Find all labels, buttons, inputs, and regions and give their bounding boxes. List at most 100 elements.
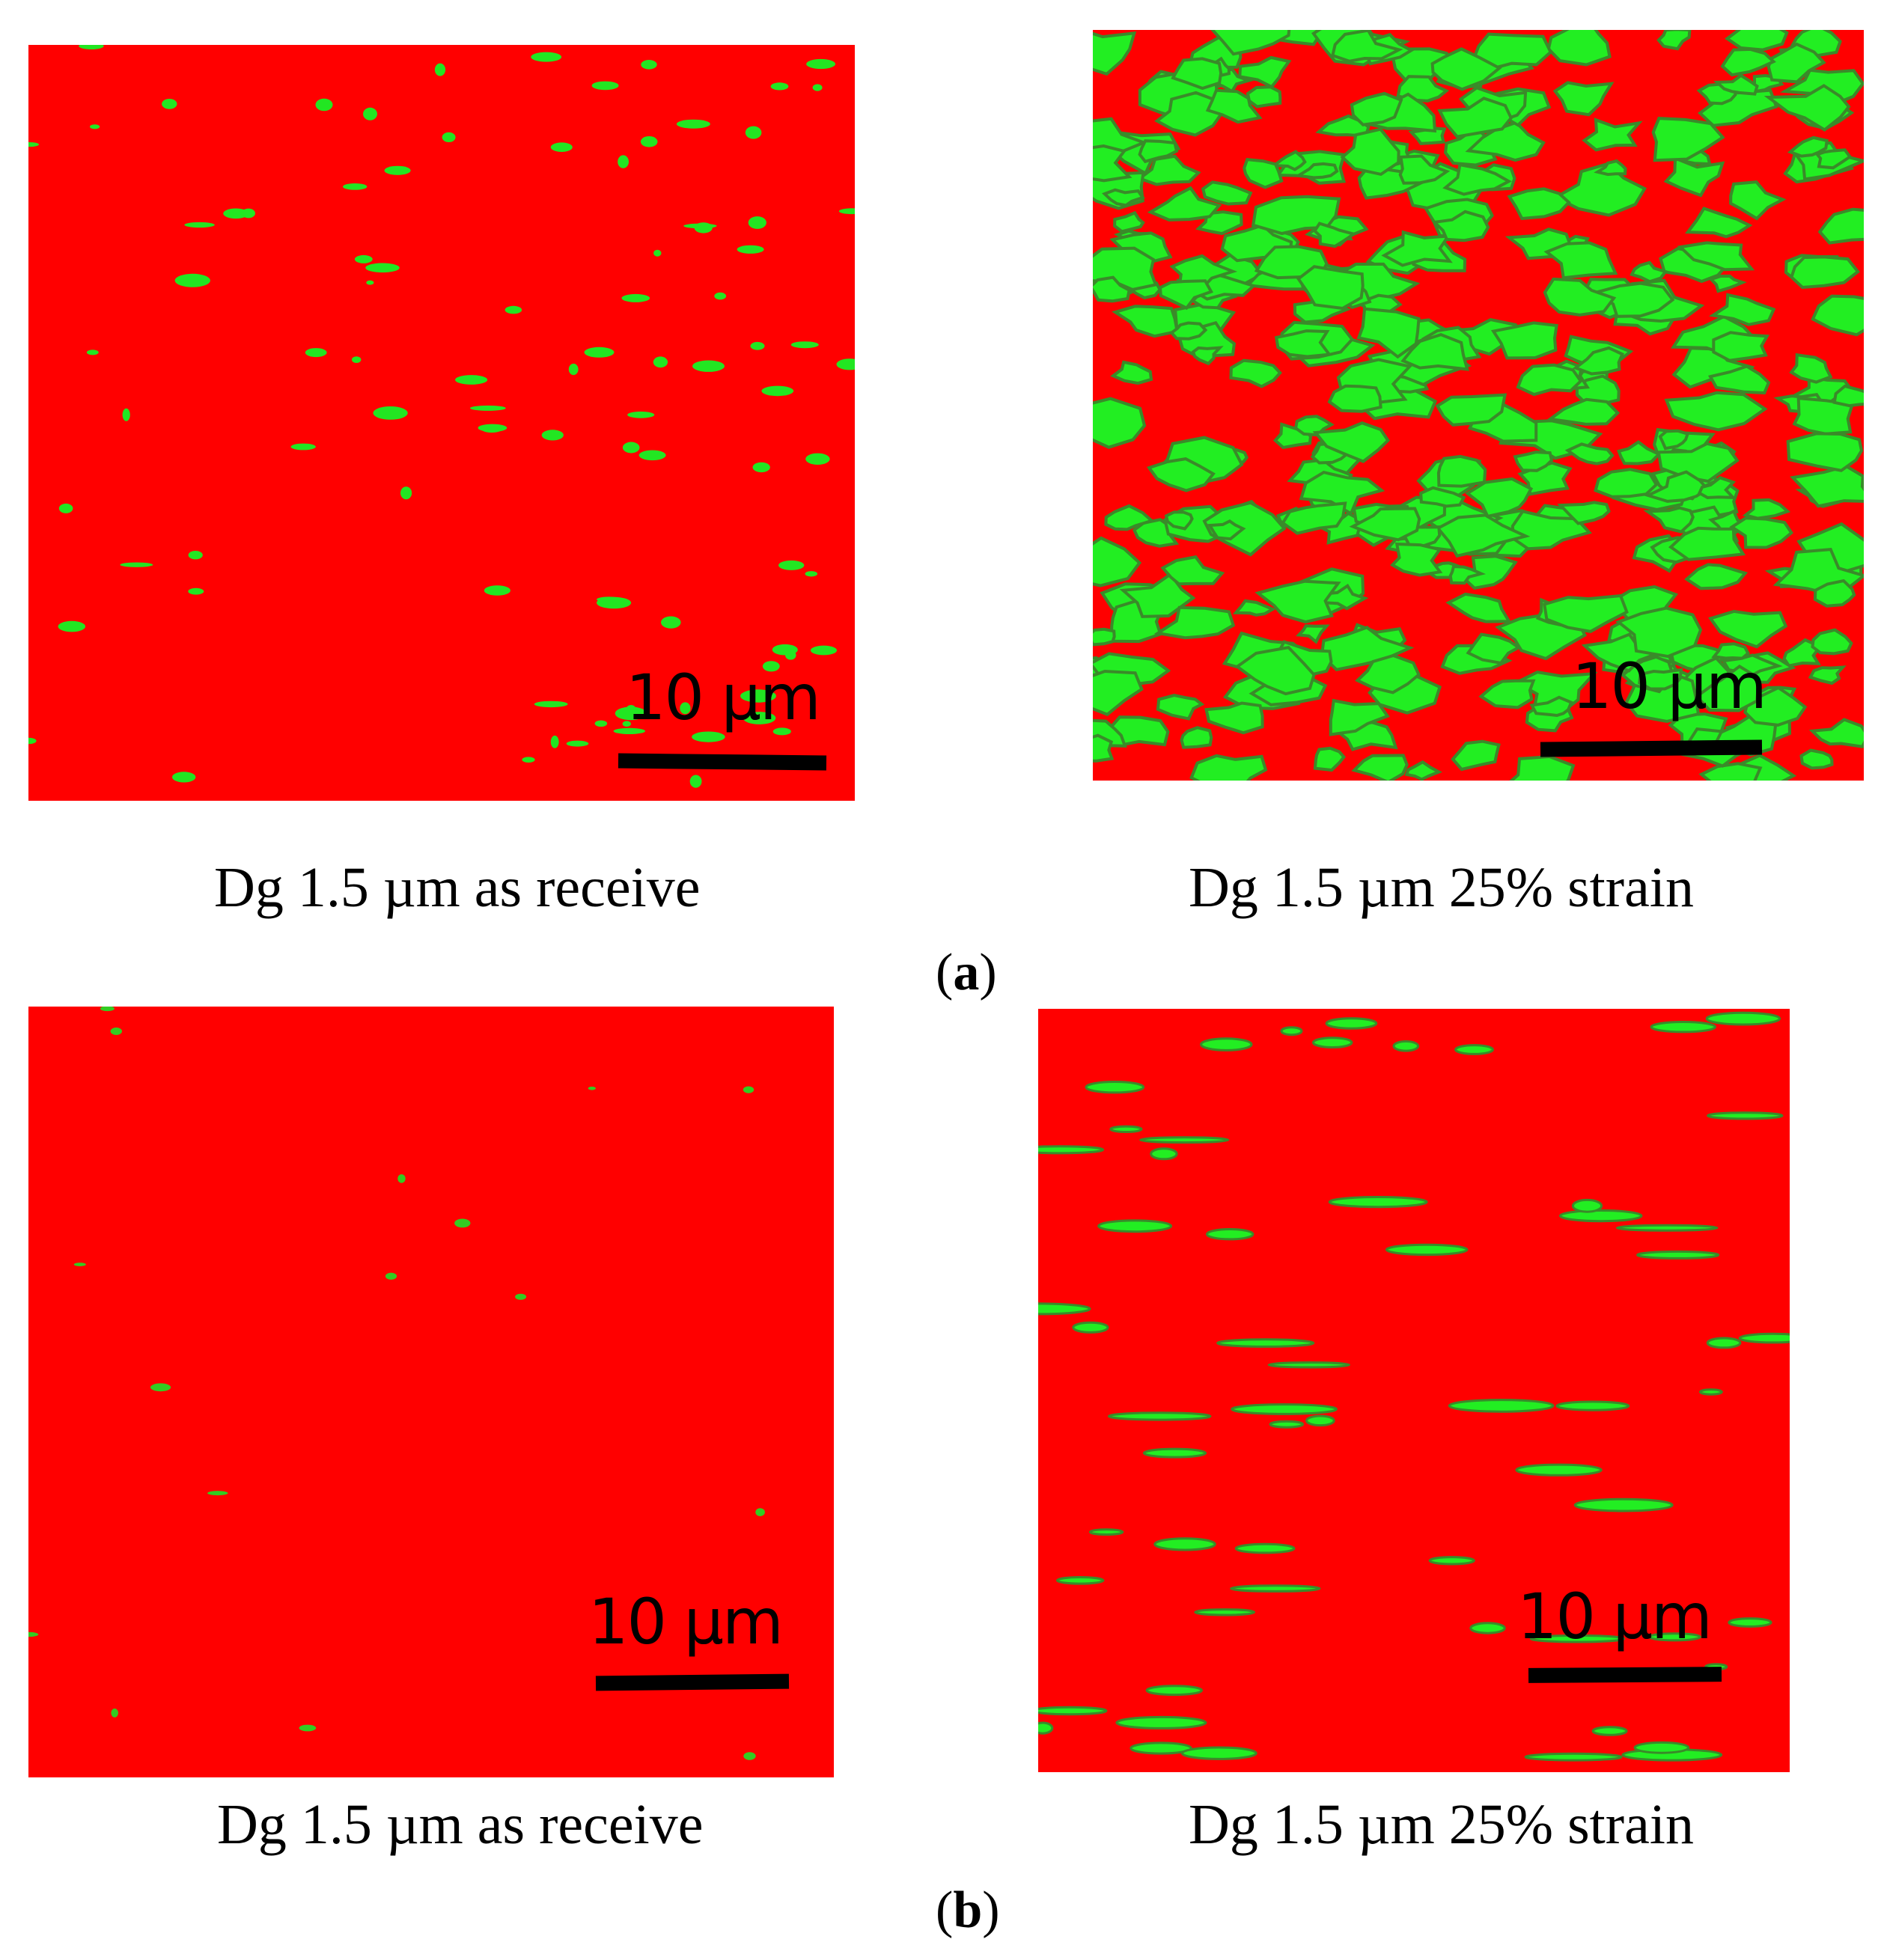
phase-particle: [1107, 1411, 1212, 1421]
phase-region: [1093, 733, 1115, 763]
phase-particle: [653, 356, 668, 368]
phase-particle: [1038, 1721, 1054, 1735]
phase-particle: [174, 273, 210, 287]
phase-particle: [1328, 1196, 1428, 1209]
phase-region: [1093, 397, 1147, 449]
phase-region: [1658, 429, 1690, 451]
phase-particle: [1573, 1498, 1674, 1512]
phase-particle: [1180, 1746, 1257, 1760]
phase-region: [1171, 57, 1223, 91]
phase-particle: [1206, 1228, 1255, 1241]
phase-region: [1102, 188, 1145, 207]
phase-region: [1331, 30, 1403, 63]
phase-region: [1229, 358, 1282, 388]
phase-region: [1381, 230, 1453, 267]
phase-region: [1093, 669, 1144, 716]
phase-region: [1110, 360, 1153, 385]
phase-region: [1507, 187, 1571, 221]
phase-particle: [661, 616, 681, 629]
phase-particle: [790, 341, 819, 349]
phase-particle: [1699, 1388, 1723, 1396]
phase-particle: [745, 126, 762, 139]
phase-region: [1269, 150, 1307, 171]
phase-particle: [1392, 1040, 1420, 1052]
phase-particle: [761, 385, 794, 397]
phase-region: [1430, 47, 1502, 91]
phase-region: [1312, 421, 1390, 463]
phase-region: [1146, 457, 1216, 492]
phase-region: [1664, 391, 1768, 432]
phase-region: [1708, 609, 1788, 649]
phase-particle: [223, 208, 249, 219]
phase-particle: [531, 52, 562, 62]
phase-particle: [584, 346, 615, 358]
phase-region: [1233, 599, 1276, 617]
phase-particle: [591, 81, 619, 91]
phase-particle: [1469, 1622, 1506, 1634]
phase-particle: [73, 1263, 86, 1266]
phase-particle: [373, 406, 408, 420]
phase-region: [1093, 31, 1137, 76]
phase-particle: [615, 706, 647, 721]
phase-region: [1169, 321, 1208, 341]
phase-particle: [1728, 1617, 1772, 1628]
scale-bar-label: 10 µm: [626, 661, 821, 734]
phase-region: [1651, 117, 1725, 162]
phase-particle: [594, 720, 608, 727]
phase-region: [1594, 468, 1659, 498]
phase-particle: [86, 349, 99, 355]
phase-particle: [352, 356, 362, 363]
phase-particle: [750, 341, 765, 350]
phase-region: [1093, 536, 1142, 587]
phase-particle: [568, 363, 579, 376]
phase-particle: [1738, 1332, 1790, 1344]
caption-a-right: Dg 1.5 µm 25% strain: [1189, 856, 1694, 919]
phase-particle: [184, 222, 215, 228]
phase-particle: [1230, 1584, 1321, 1593]
phase-region: [1720, 47, 1776, 77]
phase-particle: [478, 424, 507, 432]
phase-region: [1093, 627, 1116, 647]
phase-particle: [110, 1028, 122, 1035]
phase-region: [1093, 144, 1132, 183]
phase-particle: [1085, 1081, 1145, 1094]
phase-particle: [515, 1293, 527, 1300]
phase-region: [1204, 701, 1264, 735]
phase-region: [1763, 84, 1851, 132]
phase-particle: [1555, 1400, 1630, 1411]
phase-region: [1205, 88, 1263, 124]
phase-particle: [1231, 1403, 1338, 1415]
phase-region: [1817, 207, 1864, 245]
phase-particle: [588, 1087, 596, 1090]
phase-particle: [305, 348, 327, 358]
phase-region: [1349, 507, 1421, 542]
phase-particle: [28, 142, 39, 147]
phase-particle: [1325, 1017, 1378, 1030]
phase-region: [1668, 526, 1746, 561]
phase-region: [1786, 432, 1864, 472]
phase-particle: [743, 712, 776, 724]
phase-particle: [1267, 1361, 1350, 1369]
phase-region: [1466, 632, 1522, 665]
phase-region: [1742, 498, 1791, 520]
phase-particle: [692, 731, 725, 742]
phase-region: [1293, 162, 1339, 180]
phase-region: [1234, 645, 1316, 696]
phase-region: [1552, 81, 1615, 117]
caption-a-left: Dg 1.5 µm as receive: [214, 856, 701, 919]
phase-region: [1400, 332, 1469, 371]
phase-particle: [207, 1491, 228, 1496]
phase-region: [1210, 30, 1291, 56]
phase-region: [1698, 762, 1763, 781]
phase-region: [1093, 275, 1131, 303]
phase-particle: [1524, 1752, 1623, 1762]
phase-particle: [299, 1724, 317, 1732]
phase-map-image: [28, 45, 855, 801]
phase-particle: [1615, 1224, 1719, 1232]
phase-region: [1451, 739, 1501, 772]
phase-particle: [627, 411, 655, 418]
phase-particle: [743, 1752, 756, 1760]
phase-region: [1431, 210, 1490, 242]
phase-region: [1572, 346, 1625, 376]
phase-particle: [1269, 1420, 1304, 1429]
